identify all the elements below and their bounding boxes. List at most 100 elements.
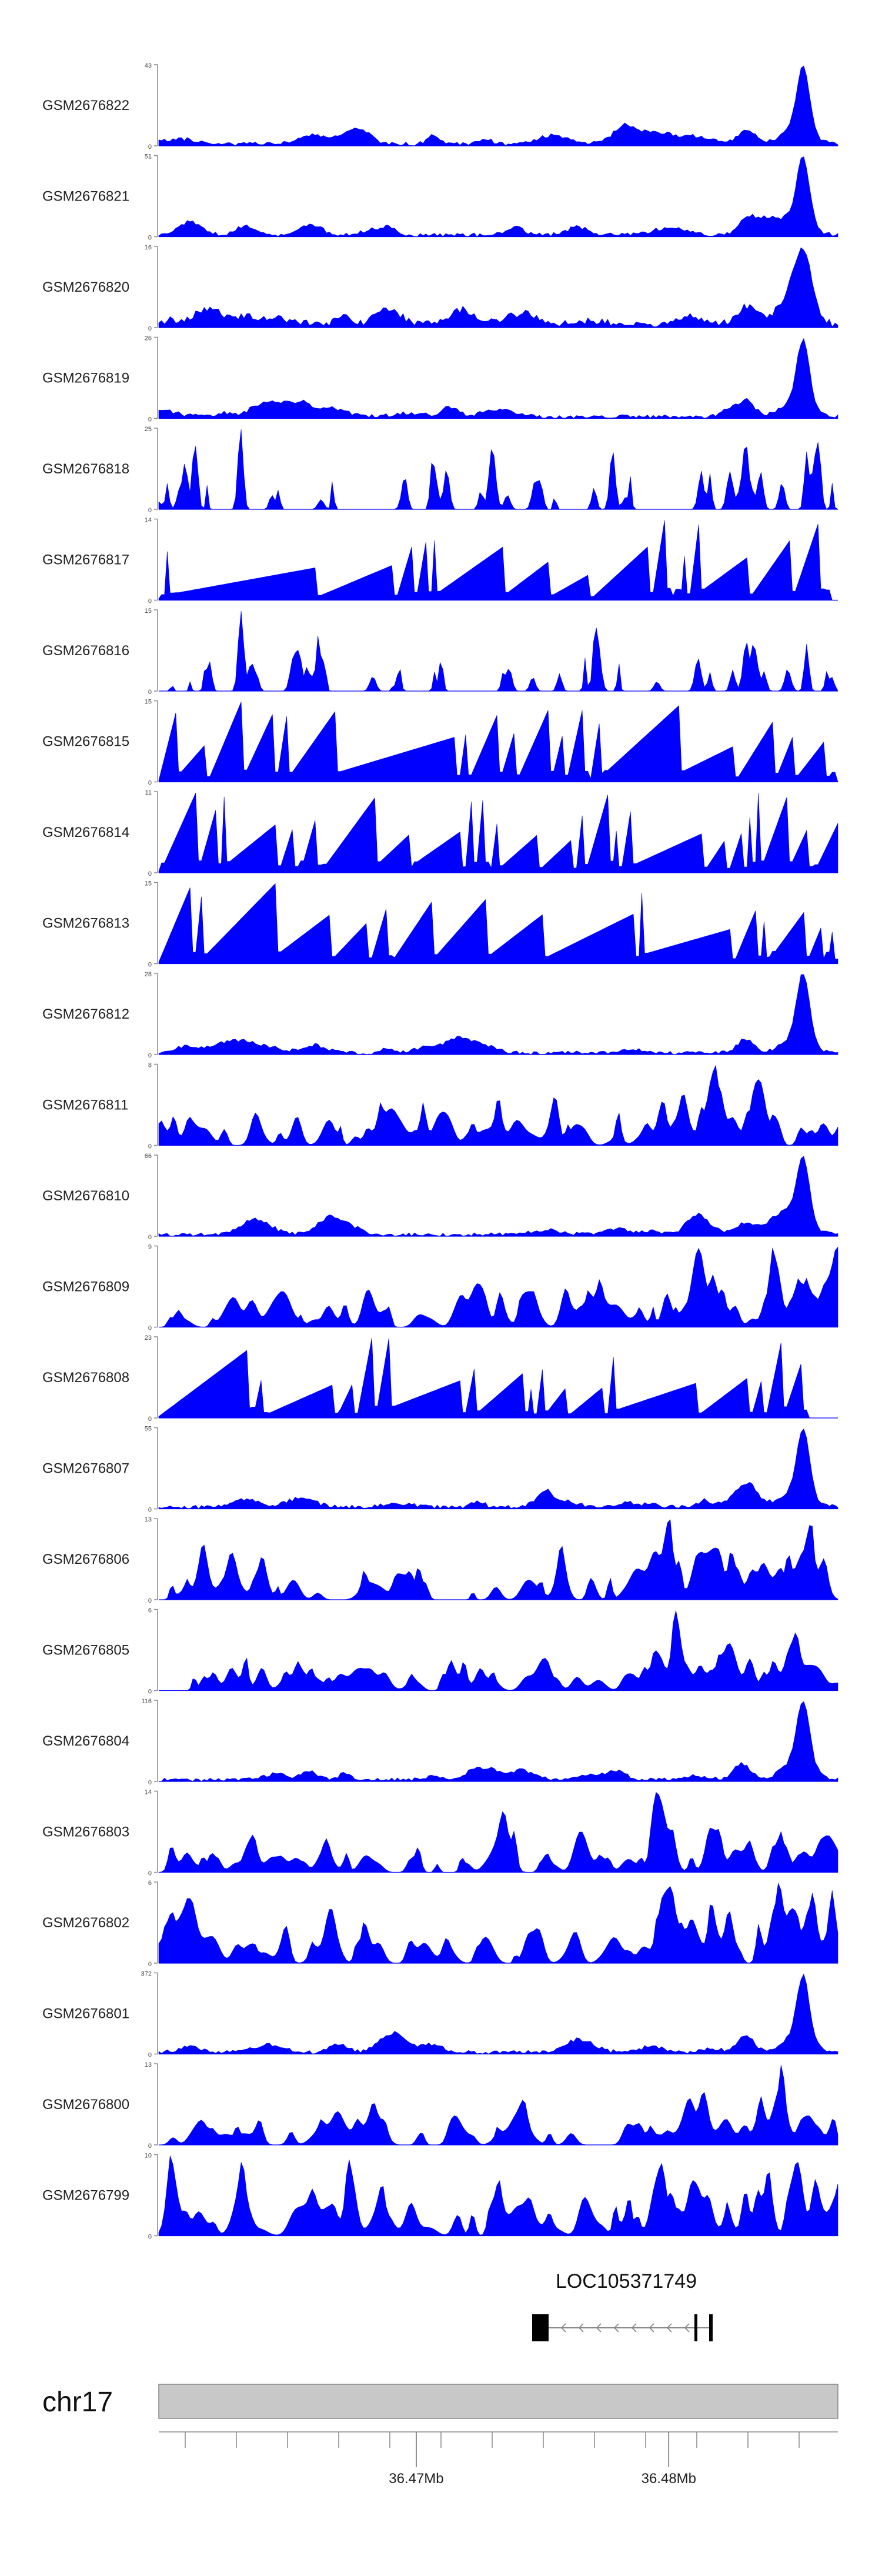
coverage-area (158, 1337, 838, 1419)
strand-arrow (613, 2323, 619, 2333)
coverage-area (158, 1065, 838, 1146)
coverage-area (158, 156, 838, 237)
track-label: GSM2676809 (42, 1279, 129, 1295)
y-max-label: 14 (145, 1789, 152, 1796)
y-max-label: 14 (145, 517, 152, 524)
track-label: GSM2676817 (42, 552, 129, 568)
coverage-area (158, 1882, 838, 1964)
track-GSM2676820: GSM2676820 16 0 (42, 244, 838, 332)
strand-arrow (560, 2323, 566, 2333)
y-max-label: 15 (145, 608, 152, 615)
y-max-label: 8 (148, 1062, 152, 1069)
y-zero-label: 0 (148, 1325, 152, 1332)
y-zero-label: 0 (148, 1689, 152, 1696)
track-label: GSM2676806 (42, 1551, 129, 1567)
y-zero-label: 0 (148, 1143, 152, 1150)
y-zero-label: 0 (148, 1961, 152, 1968)
gene-exon (709, 2314, 713, 2341)
y-max-label: 9 (148, 1244, 152, 1251)
track-label: GSM2676805 (42, 1643, 129, 1659)
track-GSM2676813: GSM2676813 15 0 (42, 880, 838, 969)
coverage-area (158, 883, 838, 964)
coverage-area (158, 1701, 838, 1782)
y-zero-label: 0 (148, 870, 152, 877)
track-label: GSM2676801 (42, 2006, 129, 2022)
coverage-area (159, 610, 838, 692)
y-max-label: 11 (145, 789, 152, 796)
y-zero-label: 0 (148, 1507, 152, 1514)
y-max-label: 43 (145, 62, 152, 69)
y-max-label: 16 (145, 244, 152, 251)
y-max-label: 55 (145, 1426, 152, 1433)
y-max-label: 28 (145, 971, 152, 978)
chromosome-band (158, 2384, 838, 2419)
coverage-area (158, 1156, 838, 1237)
y-max-label: 15 (145, 699, 152, 706)
track-GSM2676799: GSM2676799 10 0 (42, 2153, 838, 2241)
track-label: GSM2676821 (42, 189, 129, 205)
chromosome-label: chr17 (42, 2387, 113, 2418)
y-max-label: 13 (145, 2061, 152, 2068)
track-GSM2676818: GSM2676818 25 0 (42, 426, 838, 514)
track-GSM2676800: GSM2676800 13 0 (42, 2061, 838, 2150)
x-tick-label: 36.48Mb (642, 2471, 696, 2487)
gene-annotation-track: LOC105371749 (532, 2270, 713, 2341)
track-GSM2676811: GSM2676811 8 0 (42, 1062, 838, 1150)
coverage-area (158, 1791, 838, 1873)
track-label: GSM2676816 (42, 643, 129, 659)
strand-arrow (684, 2323, 690, 2333)
track-GSM2676815: GSM2676815 15 0 (42, 699, 838, 787)
y-zero-label: 0 (148, 507, 152, 514)
y-zero-label: 0 (148, 2234, 152, 2241)
y-zero-label: 0 (148, 144, 152, 151)
track-label: GSM2676802 (42, 1915, 129, 1931)
track-label: GSM2676812 (42, 1006, 129, 1022)
coverage-area (158, 338, 838, 419)
track-label: GSM2676800 (42, 2097, 129, 2113)
y-zero-label: 0 (148, 1234, 152, 1241)
track-GSM2676819: GSM2676819 26 0 (42, 335, 838, 423)
gene-exon (532, 2314, 549, 2341)
track-GSM2676810: GSM2676810 66 0 (42, 1153, 838, 1241)
y-zero-label: 0 (148, 2052, 152, 2059)
track-label: GSM2676804 (42, 1733, 129, 1749)
track-GSM2676802: GSM2676802 6 0 (42, 1880, 838, 1968)
y-zero-label: 0 (148, 325, 152, 332)
track-label: GSM2676808 (42, 1370, 129, 1386)
y-max-label: 23 (145, 1334, 152, 1342)
coverage-area (159, 1519, 838, 1600)
track-label: GSM2676822 (42, 98, 129, 114)
coverage-area (158, 429, 838, 510)
y-zero-label: 0 (148, 2143, 152, 2150)
track-GSM2676807: GSM2676807 55 0 (42, 1426, 838, 1514)
track-GSM2676822: GSM2676822 43 0 (42, 62, 838, 151)
track-label: GSM2676814 (42, 825, 129, 840)
coverage-area (159, 1610, 838, 1691)
track-GSM2676816: GSM2676816 15 0 (42, 608, 838, 696)
coverage-area (158, 1973, 838, 2054)
y-zero-label: 0 (148, 1779, 152, 1786)
y-max-label: 25 (145, 426, 152, 433)
chromosome-axis-track: chr17 36.47Mb 36.48Mb (42, 2384, 838, 2487)
strand-arrow (631, 2323, 637, 2333)
track-GSM2676817: GSM2676817 14 0 (42, 517, 838, 605)
coverage-area (158, 1428, 838, 1509)
coverage-area (158, 792, 838, 873)
strand-arrow (596, 2323, 602, 2333)
track-GSM2676808: GSM2676808 23 0 (42, 1334, 838, 1423)
track-label: GSM2676807 (42, 1461, 129, 1477)
y-zero-label: 0 (148, 1597, 152, 1604)
track-label: GSM2676813 (42, 916, 129, 932)
track-GSM2676814: GSM2676814 11 0 (42, 789, 838, 877)
coverage-area (158, 2064, 838, 2145)
y-max-label: 66 (145, 1153, 152, 1160)
coverage-area (158, 974, 838, 1055)
track-label: GSM2676818 (42, 461, 129, 477)
y-zero-label: 0 (148, 1052, 152, 1059)
y-zero-label: 0 (148, 416, 152, 423)
coverage-area (158, 2155, 838, 2236)
track-label: GSM2676811 (42, 1097, 128, 1113)
y-zero-label: 0 (148, 962, 152, 969)
track-GSM2676821: GSM2676821 51 0 (42, 154, 838, 242)
